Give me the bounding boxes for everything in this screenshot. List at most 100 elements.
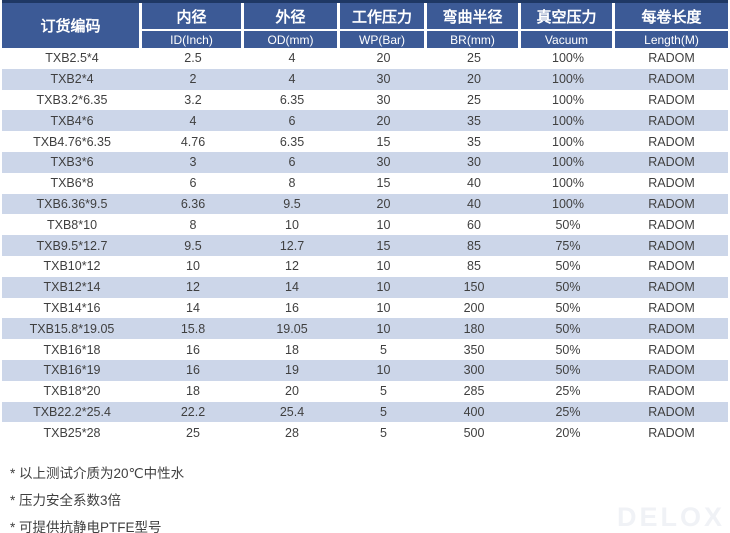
table-row: TXB4*6 4 6 20 35 100% RADOM	[2, 110, 728, 132]
cell-length: RADOM	[615, 172, 728, 194]
footnotes: * 以上测试介质为20℃中性水 * 压力安全系数3倍 * 可提供抗静电PTFE型…	[10, 460, 730, 533]
cell-order-code: TXB2*4	[2, 68, 142, 90]
cell-id: 12	[142, 276, 244, 298]
cell-id: 8	[142, 214, 244, 236]
table-row: TXB16*19 16 19 10 300 50% RADOM	[2, 359, 728, 381]
cell-length: RADOM	[615, 339, 728, 360]
cell-wp: 5	[340, 401, 427, 423]
cell-length: RADOM	[615, 48, 728, 69]
cell-order-code: TXB4*6	[2, 110, 142, 132]
cell-order-code: TXB25*28	[2, 422, 142, 444]
cell-br: 200	[427, 297, 521, 319]
cell-br: 20	[427, 68, 521, 90]
table-row: TXB15.8*19.05 15.8 19.05 10 180 50% RADO…	[2, 318, 728, 340]
cell-id: 3.2	[142, 89, 244, 111]
cell-order-code: TXB3.2*6.35	[2, 89, 142, 111]
cell-vacuum: 50%	[521, 214, 615, 236]
cell-length: RADOM	[615, 193, 728, 215]
cell-od: 16	[244, 297, 340, 319]
col-header-wp-zh: 工作压力	[340, 3, 427, 31]
col-header-od-en: OD(mm)	[244, 31, 340, 48]
cell-od: 6	[244, 110, 340, 132]
cell-wp: 30	[340, 68, 427, 90]
cell-order-code: TXB22.2*25.4	[2, 401, 142, 423]
cell-br: 25	[427, 48, 521, 69]
table-row: TXB18*20 18 20 5 285 25% RADOM	[2, 380, 728, 402]
cell-vacuum: 25%	[521, 380, 615, 402]
cell-length: RADOM	[615, 297, 728, 319]
cell-id: 9.5	[142, 235, 244, 256]
table-row: TXB25*28 25 28 5 500 20% RADOM	[2, 422, 728, 444]
cell-wp: 10	[340, 297, 427, 319]
cell-wp: 5	[340, 339, 427, 360]
cell-od: 25.4	[244, 401, 340, 423]
cell-id: 15.8	[142, 318, 244, 340]
cell-br: 85	[427, 235, 521, 256]
product-spec-table: 订货编码 内径 外径 工作压力 弯曲半径 真空压力 每卷长度 ID(Inch) …	[2, 0, 728, 444]
cell-od: 6.35	[244, 89, 340, 111]
cell-vacuum: 20%	[521, 422, 615, 444]
cell-wp: 10	[340, 318, 427, 340]
cell-id: 2	[142, 68, 244, 90]
cell-length: RADOM	[615, 131, 728, 152]
cell-br: 150	[427, 276, 521, 298]
col-header-br-zh: 弯曲半径	[427, 3, 521, 31]
cell-length: RADOM	[615, 235, 728, 256]
cell-od: 4	[244, 48, 340, 69]
cell-wp: 15	[340, 172, 427, 194]
table-row: TXB16*18 16 18 5 350 50% RADOM	[2, 339, 728, 360]
cell-br: 350	[427, 339, 521, 360]
cell-br: 285	[427, 380, 521, 402]
col-header-vacuum-en: Vacuum	[521, 31, 615, 48]
cell-br: 25	[427, 89, 521, 111]
cell-order-code: TXB3*6	[2, 151, 142, 173]
cell-order-code: TXB2.5*4	[2, 48, 142, 69]
cell-id: 10	[142, 255, 244, 277]
cell-length: RADOM	[615, 380, 728, 402]
cell-id: 14	[142, 297, 244, 319]
col-header-length-zh: 每卷长度	[615, 3, 728, 31]
cell-wp: 15	[340, 235, 427, 256]
cell-br: 500	[427, 422, 521, 444]
cell-order-code: TXB9.5*12.7	[2, 235, 142, 256]
col-header-br-en: BR(mm)	[427, 31, 521, 48]
cell-order-code: TXB16*18	[2, 339, 142, 360]
cell-order-code: TXB12*14	[2, 276, 142, 298]
cell-wp: 20	[340, 48, 427, 69]
table-row: TXB9.5*12.7 9.5 12.7 15 85 75% RADOM	[2, 235, 728, 256]
cell-br: 180	[427, 318, 521, 340]
col-header-order-code: 订货编码	[2, 3, 142, 48]
cell-vacuum: 50%	[521, 339, 615, 360]
watermark-delox: DELOX	[616, 502, 725, 532]
cell-id: 25	[142, 422, 244, 444]
cell-order-code: TXB8*10	[2, 214, 142, 236]
cell-id: 3	[142, 151, 244, 173]
table-row: TXB4.76*6.35 4.76 6.35 15 35 100% RADOM	[2, 131, 728, 152]
cell-wp: 5	[340, 380, 427, 402]
cell-vacuum: 100%	[521, 193, 615, 215]
cell-order-code: TXB14*16	[2, 297, 142, 319]
cell-order-code: TXB4.76*6.35	[2, 131, 142, 152]
footnote: * 可提供抗静电PTFE型号	[10, 520, 162, 533]
footnote: * 以上测试介质为20℃中性水	[10, 466, 185, 482]
cell-vacuum: 100%	[521, 89, 615, 111]
cell-id: 6.36	[142, 193, 244, 215]
cell-id: 2.5	[142, 48, 244, 69]
cell-length: RADOM	[615, 276, 728, 298]
cell-id: 4.76	[142, 131, 244, 152]
cell-br: 40	[427, 172, 521, 194]
cell-br: 35	[427, 131, 521, 152]
cell-vacuum: 100%	[521, 48, 615, 69]
cell-wp: 20	[340, 110, 427, 132]
cell-br: 60	[427, 214, 521, 236]
cell-od: 6.35	[244, 131, 340, 152]
cell-id: 22.2	[142, 401, 244, 423]
cell-id: 16	[142, 359, 244, 381]
table-row: TXB3*6 3 6 30 30 100% RADOM	[2, 151, 728, 173]
cell-length: RADOM	[615, 401, 728, 423]
cell-vacuum: 100%	[521, 68, 615, 90]
cell-order-code: TXB10*12	[2, 255, 142, 277]
cell-order-code: TXB15.8*19.05	[2, 318, 142, 340]
cell-od: 12.7	[244, 235, 340, 256]
